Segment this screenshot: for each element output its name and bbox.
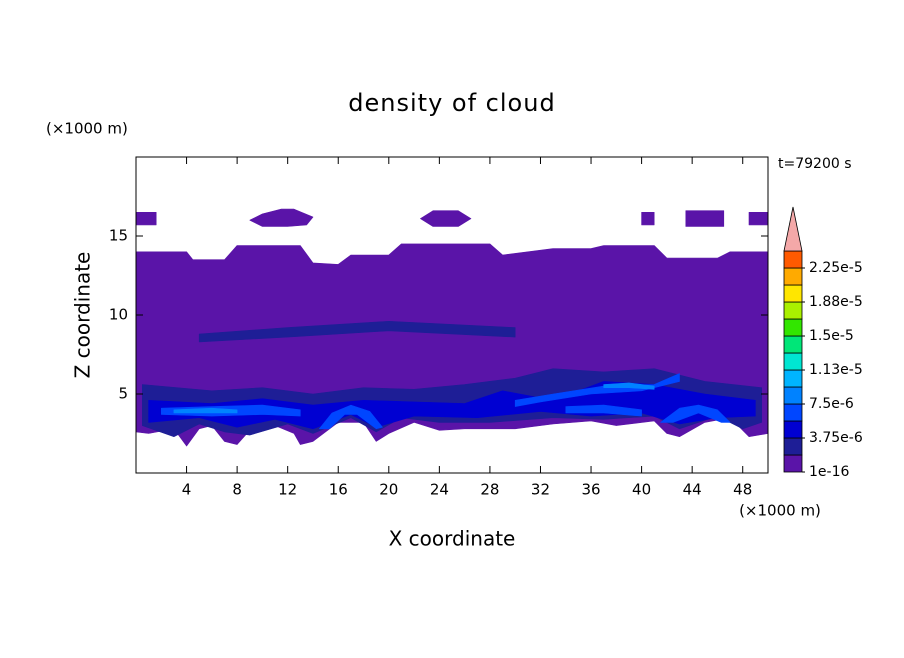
contour-region — [660, 404, 731, 423]
y-unit: (×1000 m) — [46, 120, 128, 138]
x-tick-label: 44 — [683, 481, 702, 499]
x-tick-label: 48 — [733, 481, 752, 499]
colorbar-band — [783, 420, 803, 439]
colorbar-band — [783, 301, 803, 320]
contour-region — [173, 407, 238, 414]
colorbar-band — [783, 267, 803, 286]
colorbar-band — [783, 335, 803, 354]
x-tick-label: 20 — [379, 481, 398, 499]
colorbar-label: 1.13e-5 — [809, 362, 863, 378]
contour-region — [748, 212, 768, 226]
y-axis-title: Z coordinate — [71, 252, 95, 379]
colorbar-label: 7.5e-6 — [809, 396, 854, 412]
colorbar-band — [783, 369, 803, 388]
contour-region — [565, 404, 642, 417]
contour-region — [319, 404, 383, 430]
contour-region — [420, 210, 472, 227]
colorbar-band — [783, 454, 803, 473]
colorbar-extend — [783, 206, 803, 252]
x-unit: (×1000 m) — [739, 502, 821, 520]
contour-region — [603, 382, 655, 390]
x-axis-title: X coordinate — [389, 527, 516, 551]
contour-region — [685, 210, 725, 227]
colorbar-band — [783, 284, 803, 303]
y-tick-label: 5 — [118, 385, 128, 403]
x-tick-label: 32 — [531, 481, 550, 499]
time-annotation: t=79200 s — [778, 156, 852, 172]
plot-area — [136, 208, 768, 447]
contour-region — [198, 321, 516, 343]
colorbar-band — [783, 250, 803, 269]
colorbar-band — [783, 386, 803, 405]
x-tick-label: 36 — [581, 481, 600, 499]
colorbar-label: 3.75e-6 — [809, 430, 863, 446]
contour-region — [249, 208, 314, 227]
contour-region — [514, 373, 680, 407]
x-tick-label: 24 — [430, 481, 449, 499]
contour-region — [641, 212, 655, 226]
x-tick-label: 4 — [182, 481, 192, 499]
colorbar-label: 1.88e-5 — [809, 294, 863, 310]
x-tick-label: 12 — [278, 481, 297, 499]
colorbar-band — [783, 403, 803, 422]
x-tick-label: 28 — [480, 481, 499, 499]
contour-region — [136, 212, 157, 226]
chart-title: density of cloud — [348, 89, 555, 117]
colorbar-band — [783, 318, 803, 337]
colorbar-label: 1e-16 — [809, 464, 849, 480]
x-tick-label: 8 — [232, 481, 242, 499]
y-tick-label: 15 — [109, 227, 128, 245]
colorbar-band — [783, 437, 803, 456]
colorbar-label: 2.25e-5 — [809, 260, 863, 276]
colorbar-label: 1.5e-5 — [809, 328, 854, 344]
x-tick-label: 40 — [632, 481, 651, 499]
x-tick-label: 16 — [329, 481, 348, 499]
y-tick-label: 10 — [109, 306, 128, 324]
colorbar-band — [783, 352, 803, 371]
